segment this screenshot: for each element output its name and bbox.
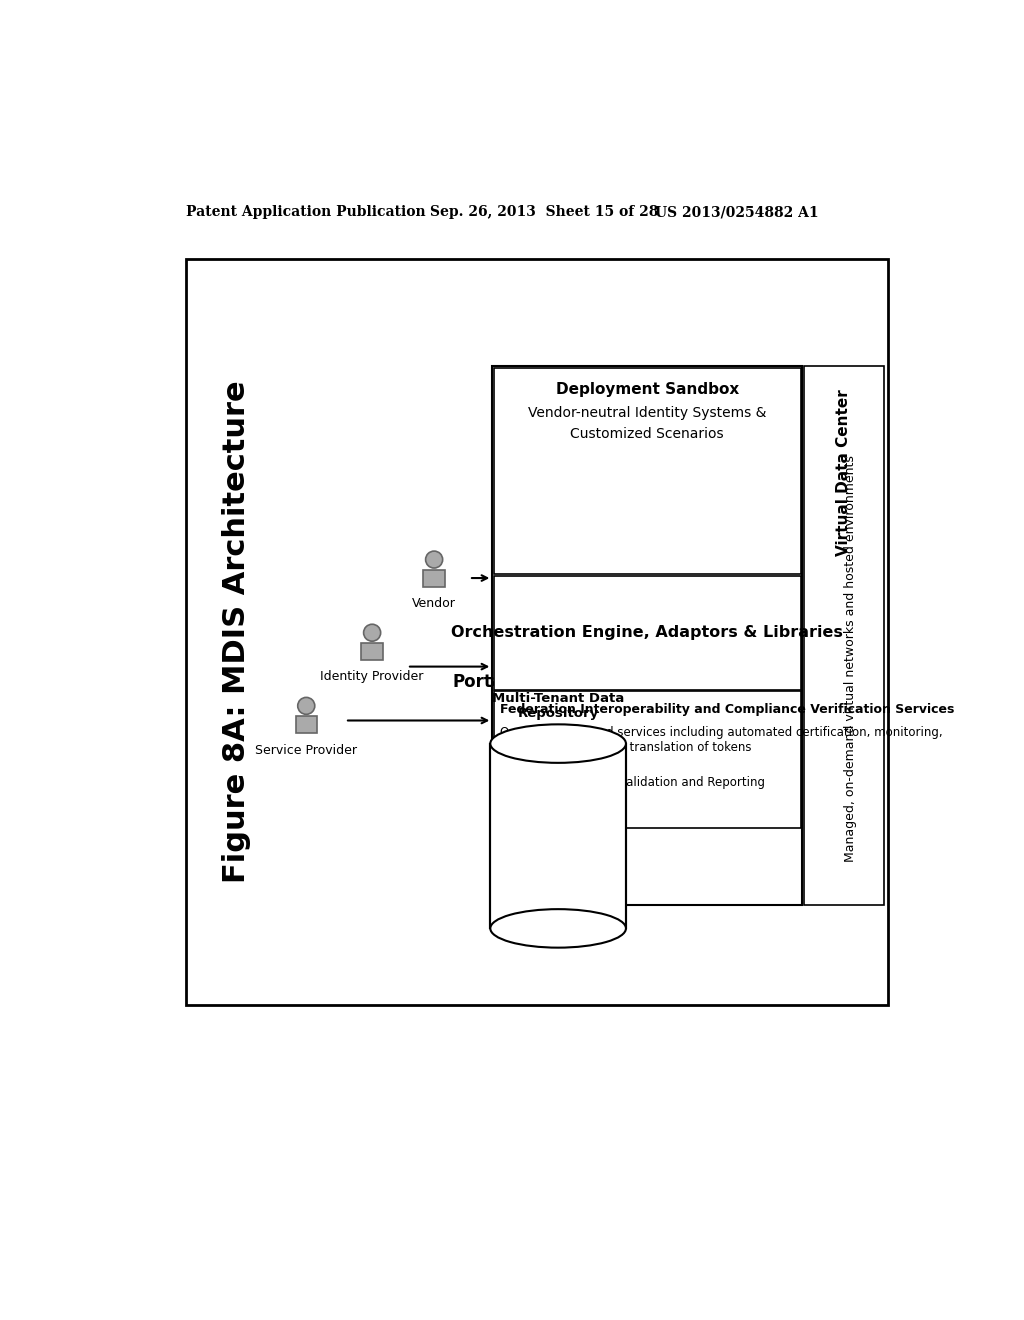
Bar (361, 643, 383, 660)
Text: Deployment Sandbox: Deployment Sandbox (556, 381, 739, 397)
Bar (494, 576, 801, 689)
Text: Portal: Portal (453, 673, 509, 690)
Bar (296, 715, 316, 733)
Text: Federation Interoperability and Compliance Verification Services: Federation Interoperability and Complian… (500, 702, 954, 715)
Bar (493, 367, 802, 906)
Text: On-demand hosted services including automated certification, monitoring,: On-demand hosted services including auto… (500, 726, 943, 739)
Text: Patent Application Publication: Patent Application Publication (186, 205, 426, 219)
Text: Sep. 26, 2013  Sheet 15 of 28: Sep. 26, 2013 Sheet 15 of 28 (430, 205, 658, 219)
Circle shape (298, 697, 314, 714)
Text: Multi-Tenant Data
Repository: Multi-Tenant Data Repository (492, 692, 625, 721)
Text: Data Capture, Data Validation and Reporting: Data Capture, Data Validation and Report… (500, 776, 765, 789)
Text: Identity Provider: Identity Provider (321, 671, 424, 684)
Text: Vendor: Vendor (413, 598, 456, 610)
Bar (804, 367, 884, 906)
Bar (494, 368, 801, 574)
Bar (424, 570, 444, 587)
Text: Vendor-neutral Identity Systems &
Customized Scenarios: Vendor-neutral Identity Systems & Custom… (528, 407, 766, 441)
Text: Service Provider: Service Provider (255, 743, 357, 756)
Bar (186, 259, 888, 1006)
Ellipse shape (490, 725, 626, 763)
Text: Content,
Scenarios,
Configurations,
Validation Reports,
Logs,
Data Messages: Content, Scenarios, Configurations, Vali… (499, 775, 617, 878)
Text: alerting, routing, and translation of tokens: alerting, routing, and translation of to… (500, 742, 752, 754)
Circle shape (426, 552, 442, 568)
Text: Orchestration Engine, Adaptors & Libraries: Orchestration Engine, Adaptors & Librari… (452, 626, 843, 640)
Bar (490, 743, 626, 928)
Text: Managed, on-demand virtual networks and hosted environments: Managed, on-demand virtual networks and … (844, 455, 857, 862)
Ellipse shape (490, 909, 626, 948)
Circle shape (364, 624, 381, 642)
Bar (494, 692, 801, 829)
Text: US 2013/0254882 A1: US 2013/0254882 A1 (655, 205, 818, 219)
Text: Virtual Data Center: Virtual Data Center (837, 389, 851, 556)
Text: Figure 8A: MDIS Architecture: Figure 8A: MDIS Architecture (222, 380, 251, 883)
